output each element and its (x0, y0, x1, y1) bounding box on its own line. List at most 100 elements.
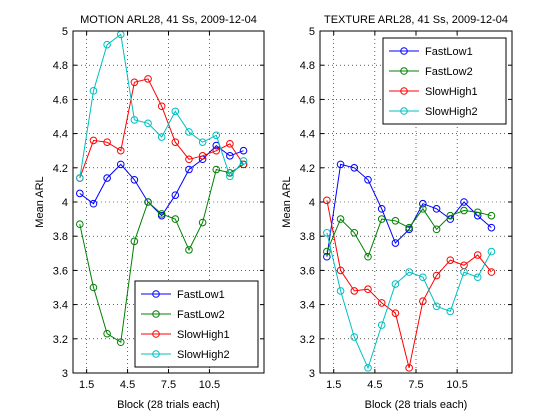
panel-2-data-point-SlowHigh2 (364, 364, 372, 372)
panel-1-data-point-SlowHigh2 (198, 138, 207, 146)
panel-1-data-point-SlowHigh1 (198, 152, 207, 160)
panel-1-data-point-SlowHigh2 (171, 107, 180, 116)
panel-1-legend-label-FastLow2: FastLow2 (177, 309, 225, 321)
panel-1-data-point-SlowHigh2 (103, 40, 111, 49)
panel-1-data-point-SlowHigh2 (212, 131, 221, 140)
panel-1-data-point-SlowHigh1 (226, 140, 234, 148)
panel-1-legend-label-SlowHigh2: SlowHigh2 (177, 349, 230, 361)
panel-1-data-point-SlowHigh2 (239, 157, 248, 165)
panel-2-data-point-FastLow2 (419, 205, 427, 213)
panels: 1.5 4.5 7.5 10.5 3 3.2 3.4 3.6 3.8 4 4.2 4.4 4.6 4.8 5… (34, 14, 513, 411)
panel-1-data-point-SlowHigh1 (89, 136, 98, 145)
panel-2-y-tick-label: 3 (309, 368, 315, 380)
panel-2-x-tick-label: 10.5 (446, 379, 467, 391)
panel-2-data-point-SlowHigh1 (405, 364, 413, 372)
panel-2-data-point-SlowHigh1 (473, 251, 482, 259)
panel-2-y-tick-label: 3.4 (300, 300, 315, 312)
panel-1-series-line-SlowHigh2 (79, 33, 244, 179)
panel-1-data-point-FastLow1 (226, 152, 234, 160)
panel-2-y-tick-label: 5 (309, 26, 315, 38)
panel-2-legend-label-SlowHigh1: SlowHigh1 (425, 86, 478, 98)
panel-1-data-point-SlowHigh1 (116, 146, 125, 155)
panel-1-legend-marker-SlowHigh1 (152, 330, 160, 338)
panel-1-data-point-FastLow2 (76, 220, 84, 229)
panel-2-x-tick-label: 7.5 (408, 379, 423, 391)
panel-1-legend-marker-SlowHigh2 (152, 350, 160, 358)
panel-2-data-point-FastLow1 (336, 160, 345, 169)
panel-1-legend-label-SlowHigh1: SlowHigh1 (177, 329, 230, 341)
panel-2-data-point-FastLow1 (419, 199, 427, 208)
panel-2-data-point-FastLow2 (377, 215, 386, 223)
panel-2-data-point-SlowHigh1 (487, 268, 496, 276)
panel-2-data-point-FastLow2 (473, 208, 482, 217)
panel-1-data-point-SlowHigh1 (144, 75, 152, 83)
panel-2-data-point-SlowHigh2 (336, 287, 345, 295)
panel-2-data-point-SlowHigh2 (432, 302, 441, 311)
panel-2-data-point-SlowHigh2 (446, 307, 455, 316)
panel-1-legend-marker-FastLow2 (152, 310, 160, 318)
panel-1-y-tick-label: 3.4 (53, 300, 68, 312)
panel-2-y-tick-label: 4.6 (300, 94, 315, 106)
panel-2-data-point-SlowHigh2 (350, 333, 359, 341)
panel-2-series-line-SlowHigh2 (326, 232, 492, 370)
panel-2-legend-marker-FastLow2 (400, 67, 408, 75)
panel-2-data-point-SlowHigh2 (391, 280, 400, 288)
panel-1-y-tick-label: 3.2 (53, 334, 68, 346)
panel-2-data-point-SlowHigh1 (377, 299, 386, 307)
panel-1-x-axis-label: Block (28 trials each) (117, 399, 220, 411)
panel-1-y-axis-label: Mean ARL (34, 176, 46, 227)
panel-2-title: TEXTURE ARL28, 41 Ss, 2009-12-04 (324, 14, 508, 26)
panel-2-series-line-FastLow2 (326, 207, 492, 258)
panel-2-data-point-FastLow1 (487, 223, 496, 232)
panel-1-data-point-SlowHigh1 (103, 138, 111, 146)
panel-1-y-tick-label: 4.6 (53, 94, 68, 106)
panel-1-y-tick-label: 5 (62, 26, 68, 38)
panel-2-legend: FastLow1 FastLow2 SlowHigh1 SlowHigh2 (382, 37, 507, 125)
panel-2-data-point-SlowHigh2 (460, 268, 468, 276)
panel-2-x-tick-label: 1.5 (326, 379, 341, 391)
panel-2-data-point-SlowHigh1 (432, 271, 441, 280)
panel-2-data-point-SlowHigh1 (364, 285, 372, 294)
panel-1-data-point-FastLow2 (116, 338, 125, 347)
panel-2-data-point-FastLow1 (432, 205, 441, 213)
panel-1-data-point-FastLow2 (144, 198, 152, 206)
panel-1-data-point-FastLow1 (89, 199, 98, 208)
panel-1-data-point-FastLow2 (157, 210, 166, 218)
panel-1-title: MOTION ARL28, 41 Ss, 2009-12-04 (80, 14, 257, 26)
panel-2-data-point-SlowHigh2 (473, 273, 482, 282)
panel-1-data-point-FastLow2 (130, 237, 139, 246)
panel-1-data-point-SlowHigh2 (185, 128, 193, 136)
panel-2-data-point-FastLow1 (323, 252, 331, 261)
panel-2-data-point-SlowHigh1 (391, 309, 400, 317)
panel-2-legend-marker-SlowHigh1 (400, 87, 408, 95)
panel-2-series-line-FastLow1 (326, 163, 492, 257)
panel-1-data-point-FastLow2 (171, 215, 180, 223)
panel-2-data-point-FastLow1 (460, 198, 468, 206)
panel-2-data-point-FastLow2 (391, 217, 400, 225)
panel-1-data-point-SlowHigh2 (76, 174, 84, 182)
panel-2-data-point-SlowHigh1 (323, 196, 331, 205)
panel-2-y-tick-label: 3.8 (300, 231, 315, 243)
panel-1-data-point-FastLow1 (76, 189, 84, 198)
panel-2-data-point-SlowHigh2 (377, 321, 386, 329)
panel-1-y-tick-label: 3.6 (53, 265, 68, 277)
panel-1-data-point-FastLow1 (239, 146, 248, 155)
panel-2-data-point-FastLow1 (350, 164, 359, 172)
panel-2-data-point-SlowHigh1 (350, 287, 359, 295)
panel-2-y-tick-label: 4.2 (300, 163, 315, 175)
panel-2-data-point-SlowHigh2 (487, 247, 496, 256)
panel-2-data-point-FastLow2 (487, 211, 496, 220)
panel-1-series-line-SlowHigh1 (79, 78, 244, 179)
panel-2-series-line-SlowHigh1 (326, 200, 492, 369)
panel-1-data-point-SlowHigh2 (89, 87, 98, 95)
panel-1-data-point-SlowHigh1 (157, 102, 166, 111)
panel-1-data-point-SlowHigh2 (130, 116, 139, 124)
panel-2-legend-label-FastLow2: FastLow2 (425, 66, 473, 78)
panel-1-data-point-SlowHigh2 (226, 172, 234, 181)
panel-2-data-point-FastLow2 (460, 206, 468, 215)
panel-1: 1.5 4.5 7.5 10.5 3 3.2 3.4 3.6 3.8 4 4.2 4.4 4.6 4.8 5… (34, 14, 265, 411)
panel-1-data-point-FastLow2 (212, 165, 221, 174)
panel-1-legend-label-FastLow1: FastLow1 (177, 289, 225, 301)
panel-1-data-point-FastLow1 (185, 165, 193, 174)
